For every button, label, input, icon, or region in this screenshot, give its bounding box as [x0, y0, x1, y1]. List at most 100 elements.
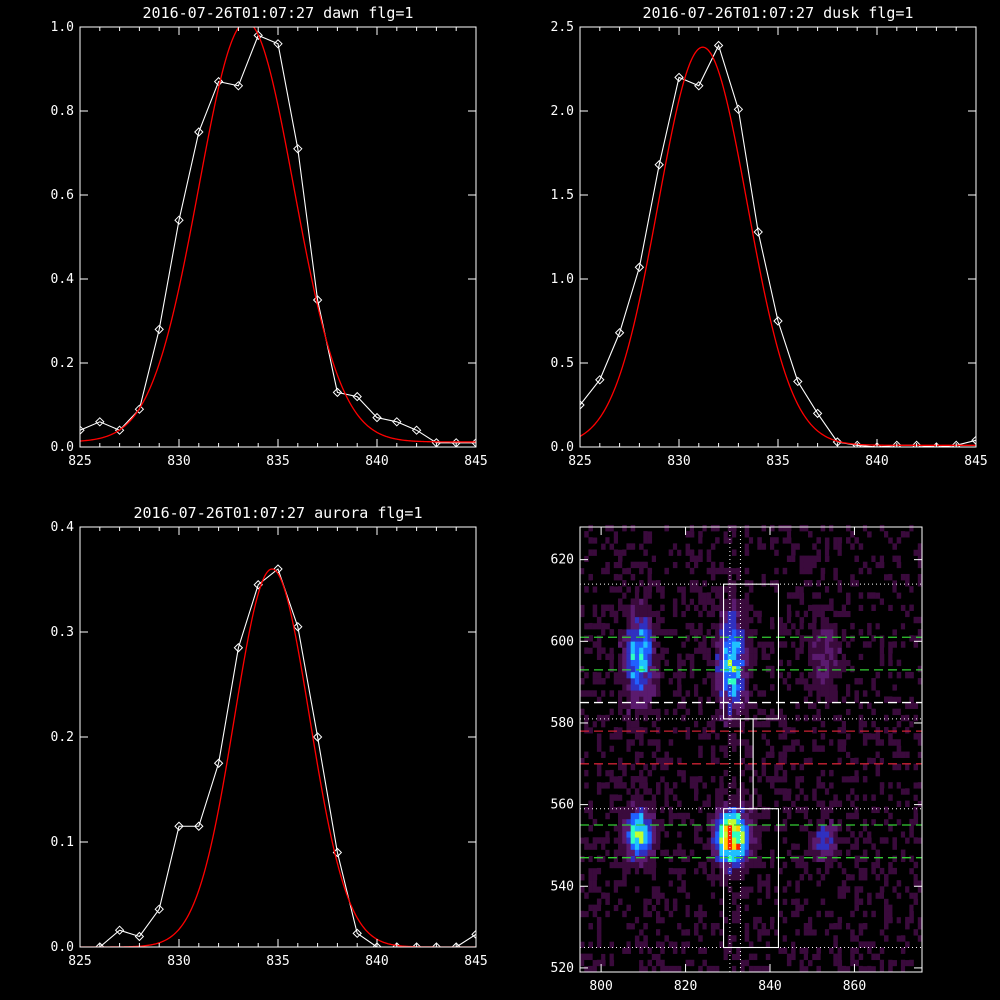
heatmap-cell: [786, 616, 792, 624]
heatmap-cell: [854, 861, 859, 869]
heatmap-cell: [896, 671, 902, 679]
heatmap-cell: [710, 610, 716, 618]
heatmap-cell: [710, 861, 716, 869]
heatmap-cell: [664, 818, 669, 826]
heatmap-cell: [795, 745, 800, 752]
heatmap-cell: [664, 702, 669, 709]
heatmap-cell: [723, 794, 729, 801]
heatmap-cell: [744, 549, 750, 556]
heatmap-cell: [668, 867, 674, 875]
heatmap-cell: [685, 690, 691, 697]
heatmap-cell: [786, 592, 792, 599]
heatmap-cell: [592, 708, 598, 716]
heatmap-cell: [681, 867, 686, 875]
heatmap-cell: [660, 763, 665, 771]
heatmap-cell: [605, 604, 610, 611]
heatmap-cell: [833, 567, 838, 575]
heatmap-cell: [757, 837, 762, 844]
heatmap-cell: [858, 727, 864, 734]
heatmap-cell: [740, 855, 745, 863]
chart-title: 2016-07-26T01:07:27 dawn flg=1: [143, 4, 414, 22]
heatmap-cell: [719, 531, 724, 538]
heatmap-cell: [808, 610, 813, 618]
heatmap-cell: [630, 739, 636, 746]
heatmap-cell: [647, 524, 653, 532]
heatmap-cell: [715, 690, 720, 697]
heatmap-cell: [786, 763, 792, 771]
heatmap-cell: [816, 947, 821, 954]
heatmap-cell: [862, 867, 868, 875]
heatmap-cell: [710, 622, 716, 630]
heatmap-cell: [643, 898, 648, 905]
heatmap-cell: [909, 867, 914, 875]
heatmap-cell: [791, 549, 796, 556]
heatmap-cell: [584, 690, 589, 697]
heatmap-cell: [871, 825, 876, 832]
heatmap-cell: [757, 965, 762, 973]
heatmap-cell: [782, 959, 788, 967]
heatmap-cell: [639, 598, 644, 605]
heatmap-cell: [732, 702, 737, 709]
heatmap-cell: [689, 769, 695, 777]
heatmap-cell: [647, 610, 653, 618]
heatmap-cell: [917, 635, 923, 642]
heatmap-cell: [833, 543, 838, 550]
heatmap-cell: [672, 561, 678, 569]
heatmap-cell: [854, 678, 859, 685]
heatmap-cell: [592, 678, 598, 685]
heatmap-cell: [685, 959, 691, 967]
heatmap-cell: [715, 874, 720, 881]
data-point: [174, 821, 184, 831]
heatmap-cell: [879, 929, 885, 936]
heatmap-cell: [656, 665, 661, 673]
heatmap-cell: [668, 874, 674, 881]
heatmap-cell: [846, 757, 851, 765]
y-tick-label: 0.5: [551, 356, 574, 371]
heatmap-cell: [596, 782, 602, 789]
heatmap-cell: [884, 910, 889, 918]
heatmap-cell: [884, 855, 889, 863]
heatmap-cell: [846, 720, 851, 728]
heatmap-cell: [770, 537, 775, 544]
heatmap-cell: [879, 892, 885, 899]
heatmap-cell: [736, 714, 741, 722]
heatmap-cell: [786, 880, 792, 887]
heatmap-cell: [601, 904, 606, 912]
heatmap-cell: [748, 843, 754, 850]
heatmap-cell: [740, 769, 745, 777]
heatmap-cell: [905, 714, 910, 722]
heatmap-cell: [854, 959, 859, 967]
heatmap-cell: [917, 555, 923, 563]
heatmap-cell: [917, 880, 923, 887]
heatmap-cell: [841, 837, 847, 844]
heatmap-cell: [634, 727, 640, 734]
heatmap-cell: [634, 708, 640, 716]
heatmap-cell: [833, 965, 838, 973]
heatmap-cell: [765, 880, 771, 887]
heatmap-cell: [850, 886, 855, 893]
heatmap-cell: [596, 745, 602, 752]
heatmap-cell: [820, 665, 826, 673]
heatmap-cell: [694, 604, 699, 611]
heatmap-cell: [660, 929, 665, 936]
heatmap-cell: [660, 892, 665, 899]
heatmap-cell: [748, 855, 754, 863]
heatmap-cell: [580, 910, 585, 918]
heatmap-cell: [812, 849, 817, 856]
heatmap-cell: [588, 549, 593, 556]
heatmap-cell: [668, 763, 674, 771]
heatmap-cell: [592, 610, 598, 618]
heatmap-cell: [829, 916, 834, 924]
heatmap-cell: [651, 831, 657, 838]
heatmap-cell: [588, 788, 593, 795]
heatmap-cell: [875, 941, 881, 948]
heatmap-cell: [647, 959, 653, 967]
heatmap-cell: [639, 580, 644, 587]
heatmap-cell: [727, 794, 733, 801]
heatmap-cell: [723, 678, 729, 685]
heatmap-cell: [672, 604, 678, 611]
heatmap-cell: [917, 923, 923, 930]
heatmap-cell: [618, 776, 623, 783]
heatmap-cell: [639, 769, 644, 777]
heatmap-cell: [596, 763, 602, 771]
